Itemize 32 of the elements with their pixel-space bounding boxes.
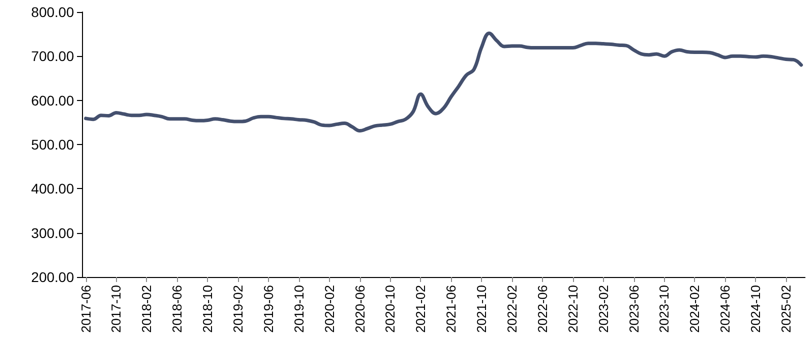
x-tick-label: 2019-02 <box>230 285 246 333</box>
x-tick-label: 2017-10 <box>108 285 124 333</box>
x-tick-label: 2024-06 <box>718 285 733 333</box>
x-tick-label: 2024-02 <box>687 285 702 333</box>
x-tick-label: 2018-02 <box>139 285 154 333</box>
x-tick-label: 2022-02 <box>504 285 520 333</box>
x-tick-label: 2018-06 <box>170 285 185 333</box>
x-tick-label: 2019-10 <box>291 285 306 333</box>
x-tick-label: 2019-06 <box>260 285 276 333</box>
x-tick-label: 2020-06 <box>352 285 368 333</box>
x-tick-label: 2022-06 <box>534 285 550 333</box>
x-tick-label: 2021-02 <box>413 285 428 333</box>
y-tick-label: 300.00 <box>31 224 74 241</box>
y-tick-label: 400.00 <box>31 180 74 197</box>
x-tick-label: 2025-02 <box>778 285 794 333</box>
x-tick-label: 2021-06 <box>444 285 459 333</box>
y-tick-label: 800.00 <box>31 4 74 20</box>
x-tick-label: 2024-10 <box>748 285 764 333</box>
x-tick-label: 2023-02 <box>596 285 611 333</box>
x-tick-label: 2017-06 <box>78 285 94 333</box>
y-tick-label: 200.00 <box>31 269 74 285</box>
line-series <box>84 31 803 133</box>
x-tick-label: 2020-10 <box>382 285 398 333</box>
y-tick-label: 600.00 <box>31 92 74 108</box>
x-tick-label: 2018-10 <box>200 285 216 333</box>
y-tick-label: 700.00 <box>31 48 74 64</box>
y-tick-label: 500.00 <box>31 136 74 152</box>
x-tick-label: 2023-06 <box>626 285 642 333</box>
x-tick-label: 2021-10 <box>474 285 490 333</box>
x-tick-label: 2023-10 <box>656 285 672 333</box>
x-tick-label: 2020-02 <box>322 285 337 333</box>
x-tick-label: 2022-10 <box>565 285 580 333</box>
